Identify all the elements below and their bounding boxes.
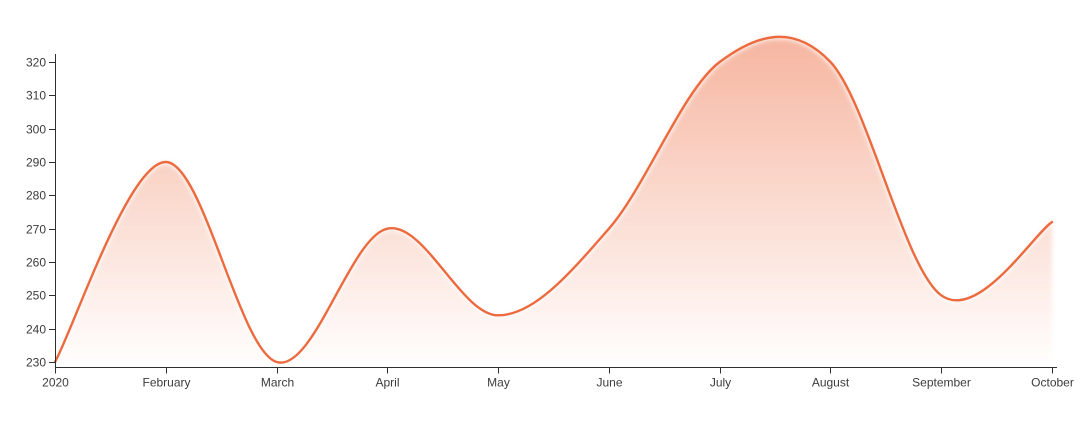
y-axis-tick-label: 310 (26, 89, 46, 103)
y-axis-tick-label: 270 (26, 223, 46, 237)
y-axis-tick-label: 320 (26, 56, 46, 70)
y-axis-tick-label: 240 (26, 323, 46, 337)
y-axis-tick-label: 230 (26, 356, 46, 370)
x-axis-tick-label: April (375, 376, 399, 390)
y-axis-tick-label: 290 (26, 156, 46, 170)
x-axis-tick-label: September (912, 376, 971, 390)
y-axis-tick-label: 260 (26, 256, 46, 270)
y-axis-tick-label: 300 (26, 123, 46, 137)
x-axis-tick-label: July (710, 376, 731, 390)
y-axis-tick-label: 250 (26, 289, 46, 303)
series-area-fill (55, 36, 1052, 368)
y-axis-tick-label: 280 (26, 189, 46, 203)
x-axis-tick-label: 2020 (42, 376, 69, 390)
x-axis-tick-label: August (812, 376, 850, 390)
x-axis-tick-label: May (487, 376, 510, 390)
x-axis-tick-label: February (142, 376, 190, 390)
x-axis-tick-label: October (1031, 376, 1074, 390)
x-axis-tick-label: June (596, 376, 622, 390)
series-line (53, 35, 1054, 364)
axes-group (49, 54, 1057, 374)
x-axis-tick-label: March (261, 376, 294, 390)
